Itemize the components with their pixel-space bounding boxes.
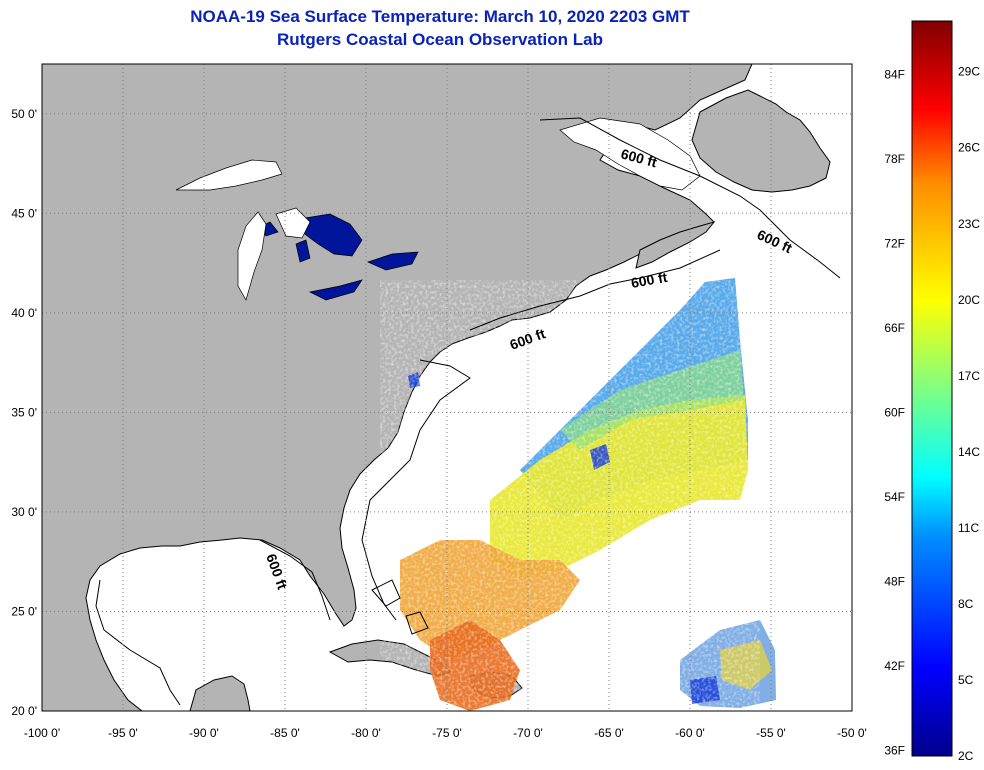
longitude-tick-label: -100 0' <box>24 726 60 740</box>
land-nova-scotia <box>635 221 716 269</box>
latitude-tick-label: 35 0' <box>11 405 37 419</box>
colorbar-fahrenheit-label: 84F <box>884 68 905 82</box>
latitude-tick-label: 45 0' <box>11 206 37 220</box>
latitude-tick-label: 20 0' <box>11 704 37 718</box>
colorbar-fahrenheit-label: 60F <box>884 405 905 419</box>
longitude-tick-label: -90 0' <box>189 726 219 740</box>
colorbar-celsius-label: 14C <box>958 445 980 459</box>
latitude-tick-label: 40 0' <box>11 306 37 320</box>
latitude-tick-label: 25 0' <box>11 604 37 618</box>
longitude-tick-label: -80 0' <box>351 726 381 740</box>
colorbar-fahrenheit-label: 78F <box>884 152 905 166</box>
longitude-tick-label: -75 0' <box>432 726 462 740</box>
colorbar-fahrenheit-label: 66F <box>884 321 905 335</box>
colorbar-celsius-label: 11C <box>958 521 979 535</box>
colorbar-fahrenheit-label: 54F <box>884 490 905 504</box>
latitude-labels: 20 0' 25 0' 30 0' 35 0' 40 0' 45 0' 50 0' <box>11 107 37 718</box>
longitude-tick-label: -95 0' <box>108 726 138 740</box>
colorbar-celsius-label: 26C <box>958 141 980 155</box>
colorbar-celsius-label: 2C <box>958 749 974 763</box>
land-newfoundland <box>691 89 831 193</box>
map-subtitle: Rutgers Coastal Ocean Observation Lab <box>277 30 603 49</box>
colorbar-celsius-labels: 29C 26C 23C 20C 17C 14C 11C 8C 5C 2C <box>958 65 980 763</box>
longitude-labels: -100 0' -95 0' -90 0' -85 0' -80 0' -75 0' -70… <box>24 726 867 740</box>
lake-superior <box>175 159 283 191</box>
longitude-tick-label: -60 0' <box>675 726 705 740</box>
longitude-tick-label: -70 0' <box>513 726 543 740</box>
colorbar-fahrenheit-label: 72F <box>884 236 905 250</box>
graticule <box>42 64 852 711</box>
gulf-st-lawrence <box>559 117 701 191</box>
colorbar-fahrenheit-labels: 84F 78F 72F 66F 60F 54F 48F 42F 36F <box>884 68 905 758</box>
longitude-tick-label: -55 0' <box>756 726 786 740</box>
colorbar-celsius-label: 8C <box>958 597 974 611</box>
latitude-tick-label: 30 0' <box>11 505 37 519</box>
longitude-tick-label: -65 0' <box>594 726 624 740</box>
lake-michigan <box>237 211 267 301</box>
longitude-tick-label: -85 0' <box>270 726 300 740</box>
isobath-600ft <box>95 117 841 706</box>
colorbar-celsius-label: 29C <box>958 65 980 79</box>
isobath-label-3: 600 ft <box>630 269 669 291</box>
great-lakes <box>257 213 419 301</box>
latitude-tick-label: 50 0' <box>11 107 37 121</box>
map-title: NOAA-19 Sea Surface Temperature: March 1… <box>190 7 690 26</box>
colorbar-fahrenheit-label: 42F <box>884 659 905 673</box>
sst-data-layer <box>380 278 776 711</box>
colorbar-celsius-label: 17C <box>958 369 980 383</box>
lake-huron <box>275 207 311 239</box>
colorbar-celsius-label: 5C <box>958 673 974 687</box>
land-yucatan <box>189 675 251 711</box>
map-frame <box>41 63 853 712</box>
colorbar-fahrenheit-label: 36F <box>884 743 905 757</box>
colorbar-celsius-label: 20C <box>958 293 980 307</box>
colorbar-celsius-label: 23C <box>958 217 980 231</box>
colorbar-fahrenheit-label: 48F <box>884 574 905 588</box>
longitude-tick-label: -50 0' <box>837 726 867 740</box>
colorbar <box>911 20 953 757</box>
